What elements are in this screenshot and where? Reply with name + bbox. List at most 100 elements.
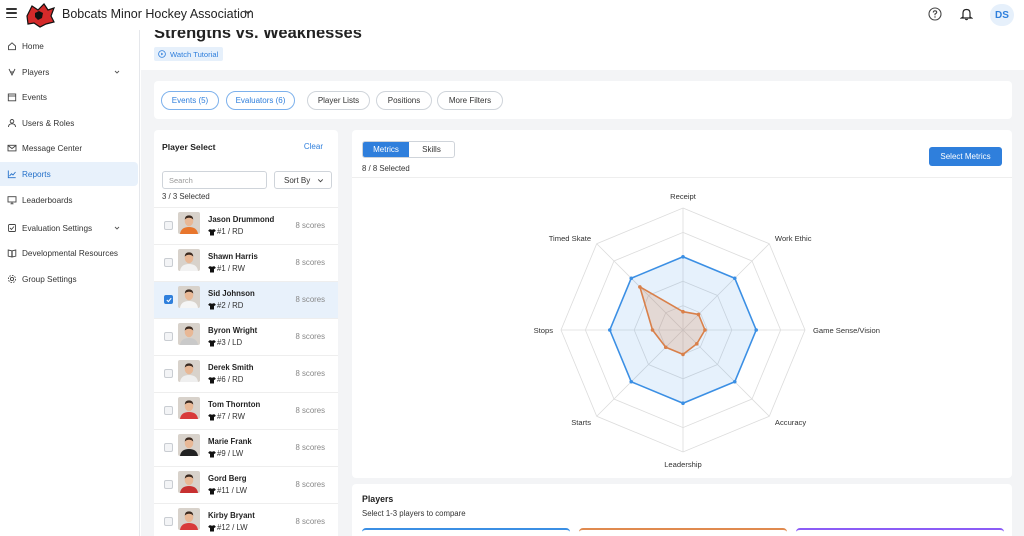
tab-metrics[interactable]: Metrics: [363, 142, 409, 157]
player-name: Shawn Harris: [208, 252, 258, 261]
player-number-position: #7 / RW: [217, 412, 246, 421]
player-checkbox[interactable]: [164, 332, 173, 341]
main-content: Strengths vs. Weaknesses Watch Tutorial …: [141, 30, 1024, 536]
player-scores: 8 scores: [295, 480, 325, 489]
player-row[interactable]: Marie Frank #9 / LW 8 scores: [154, 429, 338, 466]
player-checkbox[interactable]: [164, 258, 173, 267]
search-input[interactable]: [162, 171, 267, 189]
sidebar-item-label: Reports: [22, 169, 51, 179]
gear-icon: [8, 224, 16, 232]
player-row[interactable]: Tom Thornton #7 / RW 8 scores: [154, 392, 338, 429]
compare-slot-2[interactable]: [579, 528, 787, 536]
sidebar-item-label: Players: [22, 67, 50, 77]
filter-positions[interactable]: Positions: [376, 91, 432, 110]
player-checkbox[interactable]: [164, 406, 173, 415]
sidebar-item-reports[interactable]: Reports: [0, 162, 138, 186]
player-photo: [178, 434, 200, 456]
select-metrics-button[interactable]: Select Metrics: [929, 147, 1002, 166]
player-checkbox[interactable]: [164, 369, 173, 378]
player-scores: 8 scores: [295, 443, 325, 452]
mail-icon: [7, 144, 17, 152]
player-number-position: #12 / LW: [217, 523, 248, 532]
player-scores: 8 scores: [295, 258, 325, 267]
help-icon[interactable]: [928, 7, 942, 21]
chevron-down-icon[interactable]: [113, 224, 121, 232]
radar-data-point: [608, 328, 612, 332]
compare-slot-1[interactable]: [362, 528, 570, 536]
jersey-icon: [208, 265, 216, 272]
sort-by-dropdown[interactable]: Sort By: [274, 171, 332, 189]
player-row[interactable]: Derek Smith #6 / RD 8 scores: [154, 355, 338, 392]
player-photo: [178, 286, 200, 308]
book-icon: [7, 249, 17, 258]
sidebar-item-evaluation-settings[interactable]: Evaluation Settings: [0, 216, 138, 240]
player-position: #11 / LW: [208, 486, 247, 495]
player-position: #1 / RD: [208, 227, 243, 236]
player-photo: [178, 249, 200, 271]
radar-data-point: [732, 379, 737, 384]
player-position: #9 / LW: [208, 449, 243, 458]
filter-more-filters[interactable]: More Filters: [437, 91, 503, 110]
radar-data-point: [754, 328, 758, 332]
sidebar-item-events[interactable]: Events: [0, 85, 138, 109]
sidebar-item-developmental-resources[interactable]: Developmental Resources: [0, 241, 138, 265]
bell-icon[interactable]: [960, 7, 973, 21]
tab-skills[interactable]: Skills: [422, 145, 441, 154]
page-title: Strengths vs. Weaknesses: [154, 30, 362, 42]
menu-icon[interactable]: [6, 8, 17, 18]
sort-by-label: Sort By: [284, 175, 311, 185]
player-row[interactable]: Sid Johnson #2 / RD 8 scores: [154, 281, 338, 318]
play-circle-icon: [158, 50, 166, 58]
jersey-icon: [208, 487, 216, 494]
watch-tutorial-button[interactable]: Watch Tutorial: [154, 47, 224, 61]
player-checkbox[interactable]: [164, 221, 173, 230]
sidebar-item-home[interactable]: Home: [0, 34, 138, 58]
player-row[interactable]: Shawn Harris #1 / RW 8 scores: [154, 244, 338, 281]
player-row[interactable]: Gord Berg #11 / LW 8 scores: [154, 466, 338, 503]
sidebar-item-message-center[interactable]: Message Center: [0, 136, 138, 160]
chevron-down-icon[interactable]: [243, 7, 253, 17]
avatar[interactable]: DS: [990, 4, 1014, 26]
sidebar-item-group-settings[interactable]: Group Settings: [0, 267, 138, 291]
page-header: Strengths vs. Weaknesses Watch Tutorial: [141, 30, 1024, 70]
clear-button[interactable]: Clear: [303, 142, 323, 151]
radar-axis-label: Game Sense/Vision: [813, 326, 880, 335]
radar-axis-label: Leadership: [664, 460, 702, 469]
player-name: Marie Frank: [208, 437, 252, 446]
player-name: Byron Wright: [208, 326, 258, 335]
org-name[interactable]: Bobcats Minor Hockey Association: [62, 7, 254, 21]
player-row[interactable]: Kirby Bryant #12 / LW 8 scores: [154, 503, 338, 536]
chevron-down-icon[interactable]: [113, 68, 121, 76]
radar-axis-label: Receipt: [670, 192, 697, 201]
calendar-icon: [7, 93, 17, 102]
player-row[interactable]: Byron Wright #3 / LD 8 scores: [154, 318, 338, 355]
player-checkbox[interactable]: [164, 295, 173, 304]
filter-events[interactable]: Events (5): [161, 91, 219, 110]
player-checkbox[interactable]: [164, 480, 173, 489]
player-scores: 8 scores: [295, 517, 325, 526]
radar-data-point: [681, 401, 685, 405]
player-photo: [178, 323, 200, 345]
sidebar-item-players[interactable]: Players: [0, 60, 138, 84]
player-checkbox[interactable]: [164, 443, 173, 452]
sidebar-item-leaderboards[interactable]: Leaderboards: [0, 188, 138, 212]
filter-player-lists[interactable]: Player Lists: [307, 91, 370, 110]
player-photo: [178, 360, 200, 382]
radar-data-point: [638, 285, 642, 289]
radar-data-point: [650, 328, 655, 332]
player-photo: [178, 471, 200, 493]
filter-evaluators[interactable]: Evaluators (6): [226, 91, 295, 110]
radar-data-point: [629, 276, 634, 281]
sidebar-item-label: Users & Roles: [22, 118, 75, 128]
player-row[interactable]: Jason Drummond #1 / RD 8 scores: [154, 207, 338, 244]
sidebar-item-label: Home: [22, 41, 44, 51]
player-checkbox[interactable]: [164, 517, 173, 526]
sidebar-item-label: Events: [22, 92, 48, 102]
player-position: #6 / RD: [208, 375, 243, 384]
player-scores: 8 scores: [295, 369, 325, 378]
sidebar-item-users-roles[interactable]: Users & Roles: [0, 111, 138, 135]
player-number-position: #1 / RD: [217, 227, 244, 236]
player-position: #12 / LW: [208, 523, 248, 532]
compare-slot-3[interactable]: [796, 528, 1004, 536]
jersey-icon: [208, 450, 216, 457]
